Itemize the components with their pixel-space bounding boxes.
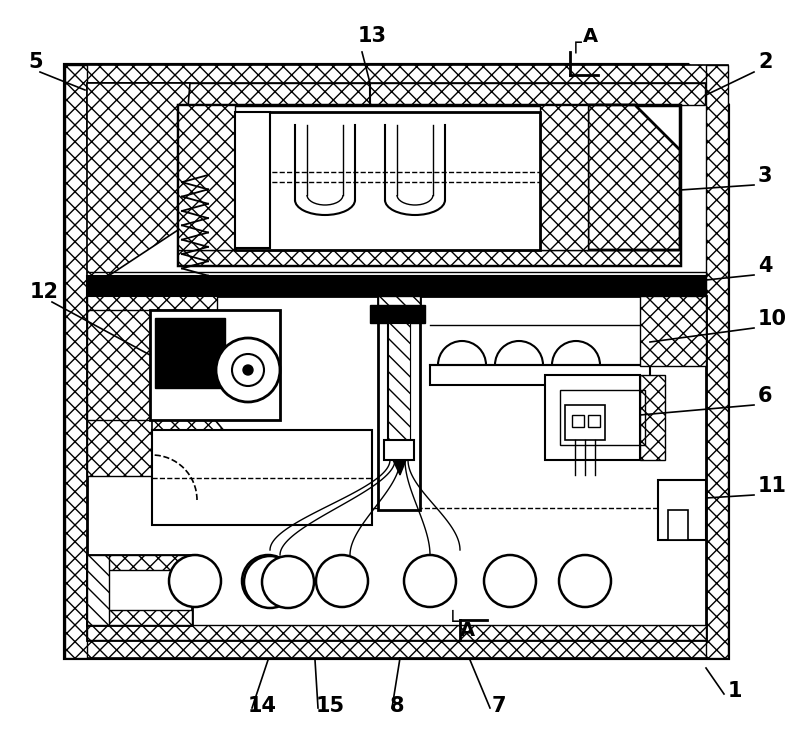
- Text: ┌: ┌: [570, 35, 582, 55]
- Bar: [545, 375, 640, 460]
- Polygon shape: [87, 83, 180, 160]
- Text: 7: 7: [492, 696, 506, 716]
- Text: 1: 1: [728, 681, 742, 701]
- Text: 10: 10: [758, 309, 787, 329]
- Text: 4: 4: [758, 256, 773, 276]
- Bar: [87, 610, 192, 625]
- Text: 5: 5: [28, 52, 42, 72]
- Bar: [540, 105, 588, 250]
- Polygon shape: [393, 460, 406, 475]
- Bar: [178, 105, 235, 250]
- Text: 14: 14: [248, 696, 277, 716]
- Bar: [87, 276, 706, 296]
- Bar: [87, 83, 705, 105]
- Text: A: A: [460, 621, 475, 640]
- Bar: [87, 555, 109, 625]
- Bar: [388, 323, 410, 443]
- Circle shape: [242, 555, 294, 607]
- Text: 3: 3: [758, 166, 773, 186]
- Circle shape: [484, 555, 536, 607]
- Text: 6: 6: [758, 386, 773, 406]
- Polygon shape: [87, 83, 190, 290]
- Text: 2: 2: [758, 52, 773, 72]
- Circle shape: [232, 354, 264, 386]
- Text: 12: 12: [30, 282, 59, 302]
- Bar: [565, 405, 605, 440]
- Bar: [87, 290, 217, 310]
- Circle shape: [243, 365, 253, 375]
- Bar: [658, 480, 706, 540]
- Bar: [152, 430, 372, 525]
- Bar: [370, 305, 425, 323]
- Polygon shape: [65, 65, 728, 658]
- Circle shape: [404, 555, 456, 607]
- Circle shape: [316, 555, 368, 607]
- Circle shape: [559, 555, 611, 607]
- Text: └: └: [447, 613, 458, 632]
- Bar: [384, 440, 414, 460]
- Bar: [668, 510, 688, 540]
- Bar: [87, 290, 152, 420]
- Bar: [65, 65, 87, 658]
- Bar: [235, 112, 540, 250]
- Bar: [87, 296, 152, 476]
- Circle shape: [169, 555, 221, 607]
- Bar: [572, 415, 584, 427]
- Circle shape: [216, 338, 280, 402]
- Bar: [87, 555, 192, 570]
- Bar: [588, 415, 600, 427]
- Bar: [640, 296, 706, 366]
- Bar: [378, 296, 420, 321]
- Text: 13: 13: [358, 26, 387, 46]
- Bar: [87, 296, 706, 640]
- Bar: [87, 555, 192, 625]
- Bar: [235, 112, 270, 248]
- Bar: [640, 375, 665, 460]
- Bar: [706, 65, 728, 658]
- Circle shape: [244, 556, 296, 608]
- Bar: [388, 323, 410, 443]
- Bar: [178, 105, 680, 265]
- Text: 11: 11: [758, 476, 787, 496]
- Bar: [178, 250, 680, 265]
- Bar: [155, 318, 225, 388]
- Bar: [65, 65, 728, 83]
- Text: 8: 8: [390, 696, 405, 716]
- Bar: [378, 296, 420, 510]
- Text: 15: 15: [316, 696, 345, 716]
- Polygon shape: [152, 420, 245, 500]
- Bar: [430, 365, 650, 385]
- Bar: [560, 390, 645, 445]
- Circle shape: [262, 556, 314, 608]
- Text: A: A: [583, 27, 598, 46]
- Polygon shape: [588, 105, 680, 250]
- Bar: [65, 640, 728, 658]
- Bar: [150, 310, 280, 420]
- Bar: [87, 625, 706, 640]
